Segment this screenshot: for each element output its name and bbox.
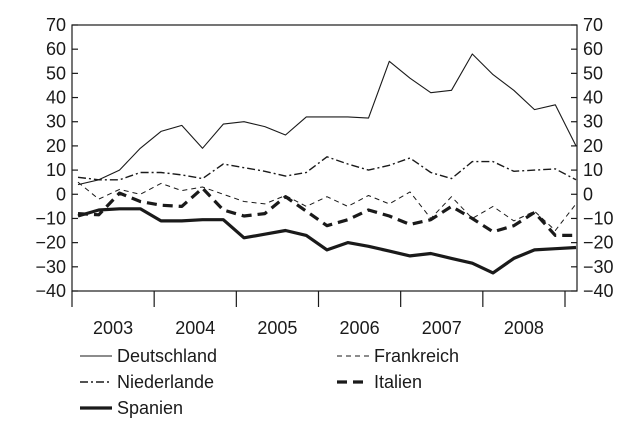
- y-tick-label-right: −20: [583, 233, 614, 253]
- y-tick-label-right: 70: [583, 15, 603, 35]
- y-tick-label-left: 70: [46, 15, 66, 35]
- x-year-label: 2004: [175, 318, 215, 338]
- y-tick-label-left: −40: [35, 281, 66, 301]
- y-tick-label-right: 10: [583, 160, 603, 180]
- legend-label-deutschland: Deutschland: [117, 346, 217, 366]
- y-tick-label-left: −10: [35, 208, 66, 228]
- y-tick-label-left: 50: [46, 63, 66, 83]
- y-tick-label-left: 40: [46, 88, 66, 108]
- y-tick-label-right: 60: [583, 39, 603, 59]
- x-year-label: 2006: [340, 318, 380, 338]
- x-year-label: 2008: [504, 318, 544, 338]
- y-tick-label-left: −30: [35, 257, 66, 277]
- y-tick-label-left: 20: [46, 136, 66, 156]
- y-tick-label-left: 30: [46, 112, 66, 132]
- y-tick-label-right: −30: [583, 257, 614, 277]
- x-year-label: 2005: [257, 318, 297, 338]
- series-line-niederlande: [77, 156, 577, 181]
- y-tick-label-right: 40: [583, 88, 603, 108]
- y-tick-label-right: −40: [583, 281, 614, 301]
- series-line-italien: [77, 186, 576, 237]
- y-tick-label-left: 60: [46, 39, 66, 59]
- series-line-frankreich: [77, 181, 577, 231]
- x-year-label: 2007: [422, 318, 462, 338]
- plot-frame: [71, 24, 578, 292]
- y-tick-label-left: −20: [35, 233, 66, 253]
- y-tick-label-right: 0: [583, 184, 593, 204]
- y-tick-label-right: −10: [583, 208, 614, 228]
- series-line-deutschland: [77, 53, 577, 186]
- x-year-label: 2003: [93, 318, 133, 338]
- legend-label-italien: Italien: [374, 372, 422, 392]
- y-tick-label-left: 0: [56, 184, 66, 204]
- legend-label-frankreich: Frankreich: [374, 346, 459, 366]
- y-tick-label-left: 10: [46, 160, 66, 180]
- series-line-spanien: [77, 207, 577, 275]
- y-tick-label-right: 20: [583, 136, 603, 156]
- y-tick-label-right: 30: [583, 112, 603, 132]
- legend-label-spanien: Spanien: [117, 398, 183, 418]
- y-tick-label-right: 50: [583, 63, 603, 83]
- legend-label-niederlande: Niederlande: [117, 372, 214, 392]
